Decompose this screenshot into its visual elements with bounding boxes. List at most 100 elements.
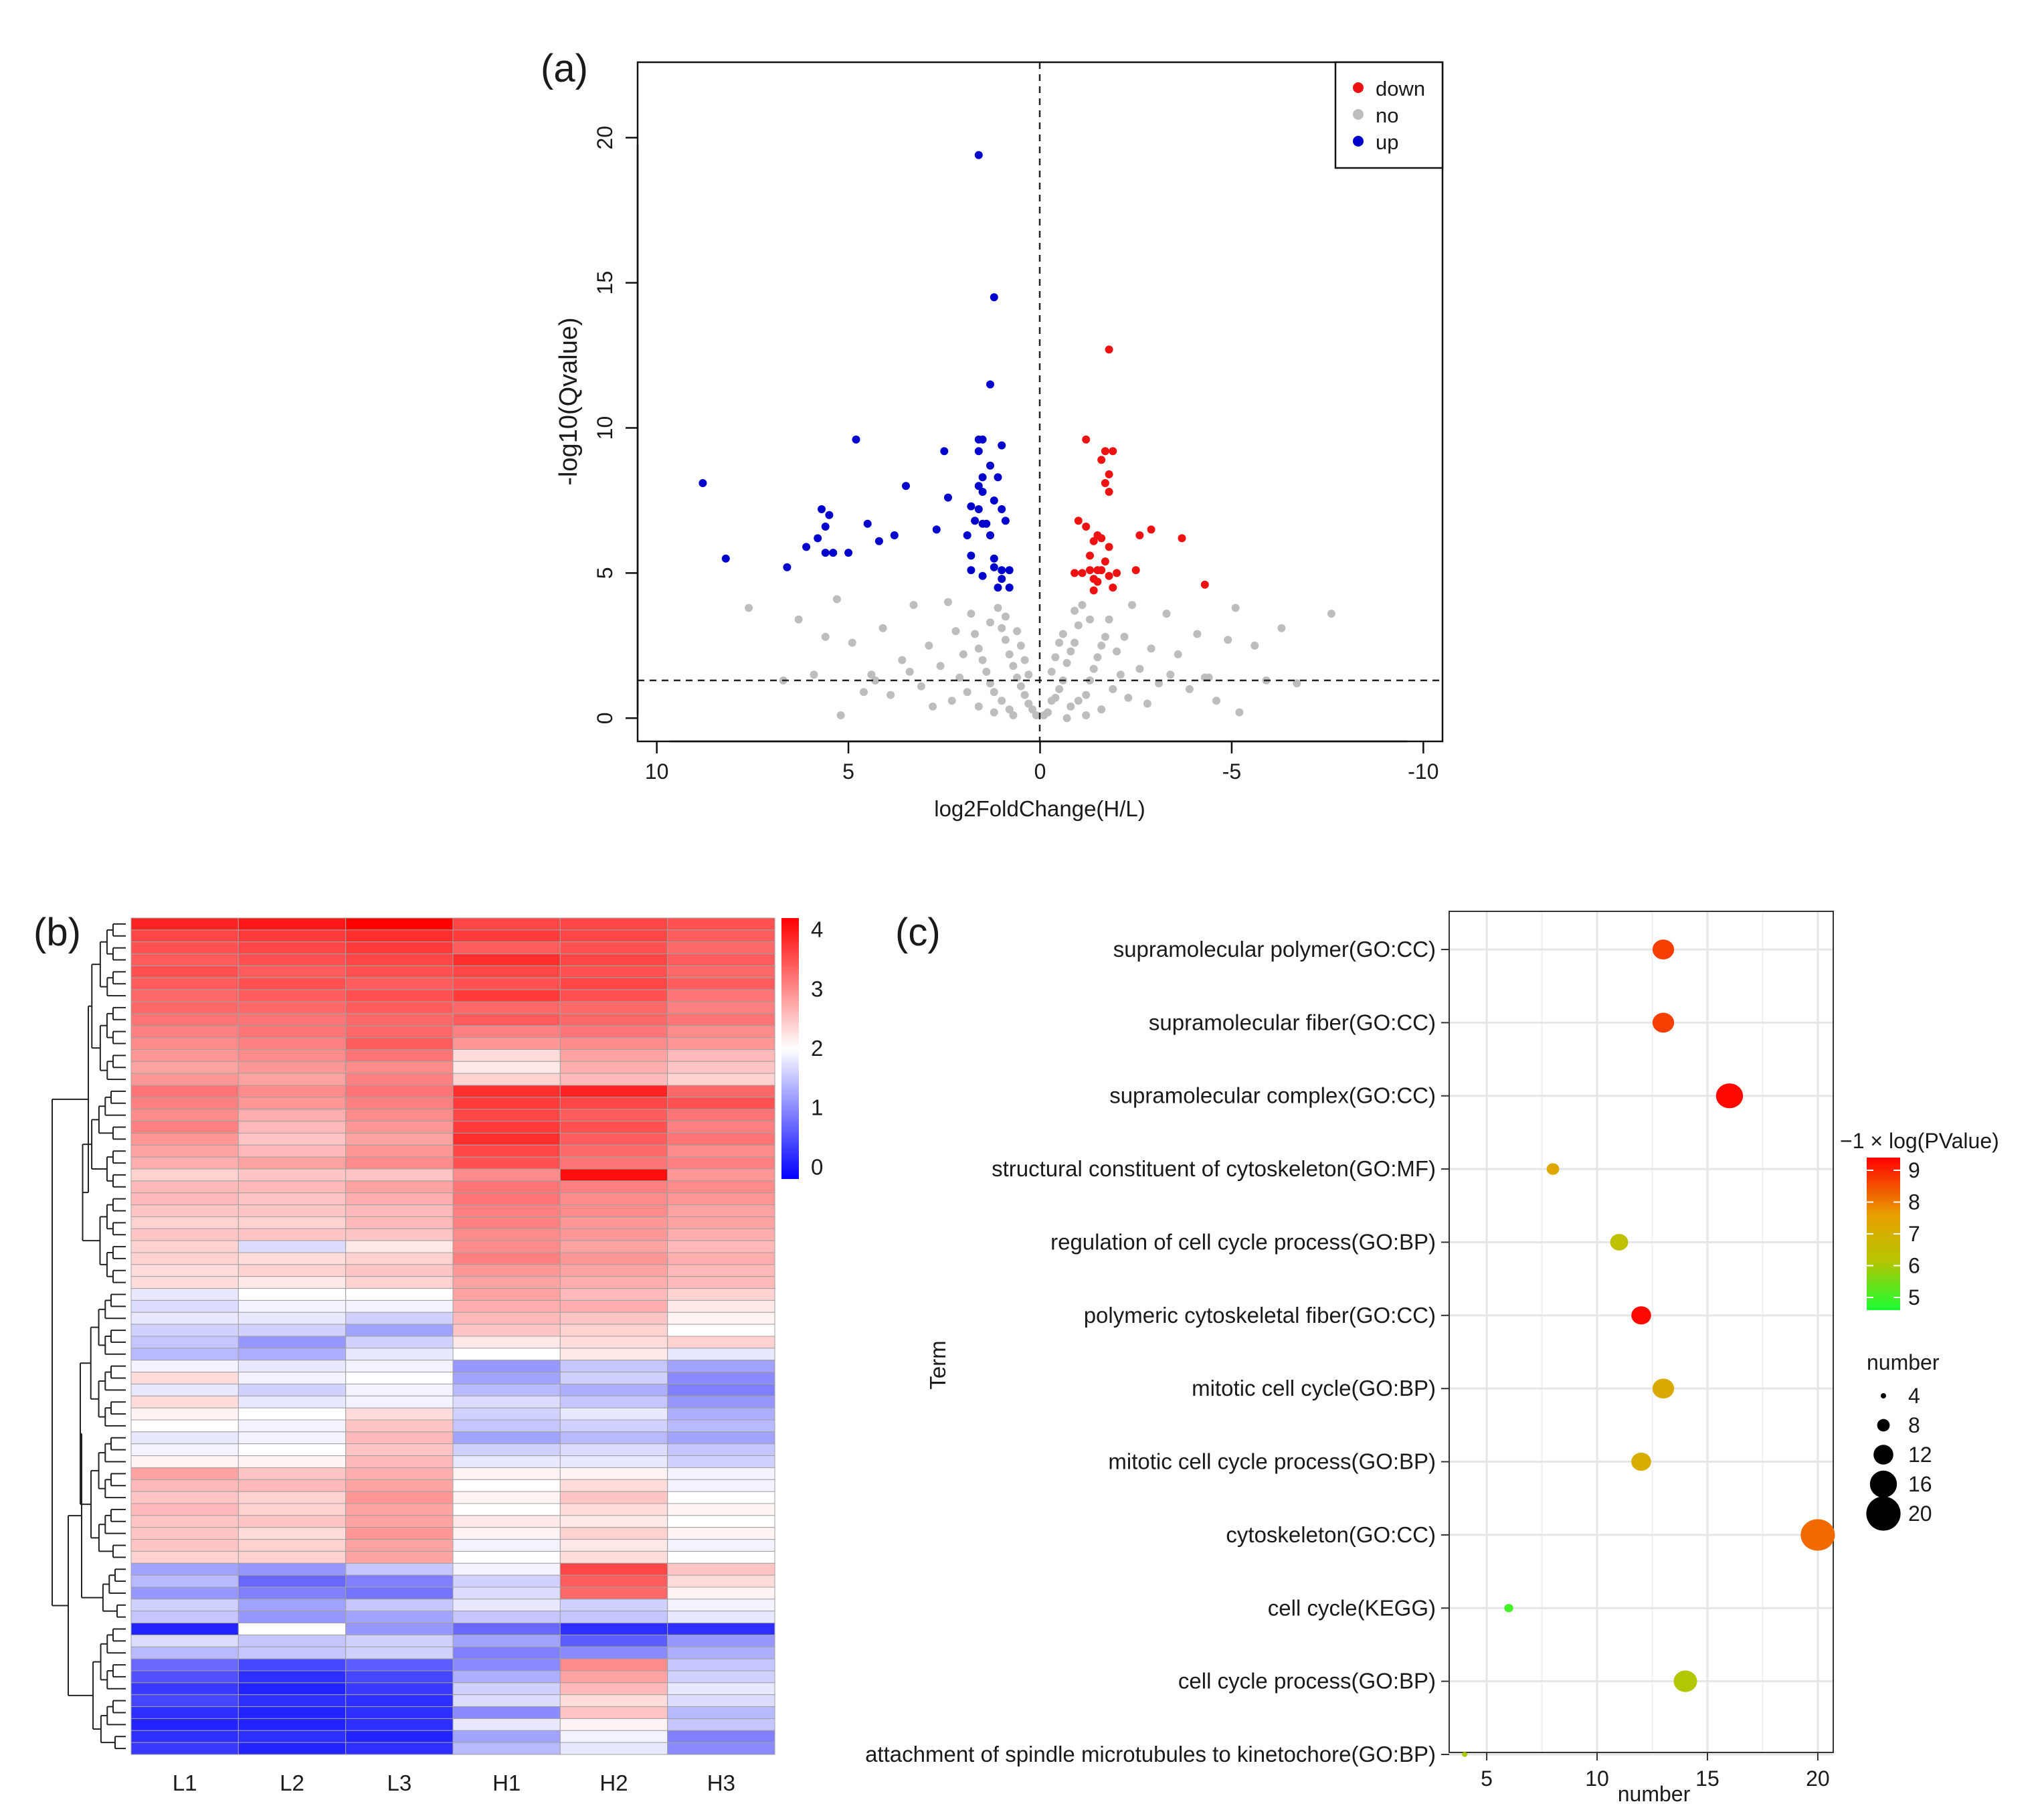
volcano-point-no <box>821 632 830 641</box>
heatmap-cell <box>559 1121 668 1133</box>
volcano-point-no <box>810 670 818 679</box>
volcano-point-down <box>1101 479 1109 487</box>
heatmap-cell <box>238 1324 347 1337</box>
volcano-point-down <box>1105 571 1113 580</box>
heatmap-cell <box>667 1742 775 1755</box>
heatmap-cell <box>345 1742 454 1755</box>
heatmap-cell <box>130 1455 239 1468</box>
heatmap-cell <box>559 1467 668 1480</box>
volcano-point-up <box>974 151 983 159</box>
heatmap-cell <box>667 1311 775 1325</box>
heatmap-cell <box>238 1204 347 1217</box>
volcano-point-no <box>1109 685 1117 693</box>
volcano-y-tick-label: 20 <box>593 126 617 150</box>
volcano-point-no <box>1051 693 1060 702</box>
heatmap-cell <box>130 1144 239 1158</box>
heatmap-cell <box>452 1491 561 1504</box>
heatmap-cell <box>667 1455 775 1468</box>
heatmap-colorbar-tick-label: 1 <box>811 1095 823 1120</box>
heatmap-cell <box>559 1611 668 1624</box>
heatmap-cell <box>130 1694 239 1708</box>
go-size-legend-title: number <box>1867 1350 1940 1374</box>
heatmap-cell <box>130 1383 239 1396</box>
heatmap-cell <box>238 1144 347 1158</box>
heatmap-cell <box>559 1718 668 1731</box>
volcano-point-no <box>1074 697 1083 705</box>
heatmap-cell <box>667 1109 775 1122</box>
heatmap-cell <box>345 1001 454 1014</box>
heatmap-cell <box>345 1694 454 1708</box>
heatmap-cell <box>238 1061 347 1074</box>
go-bubble <box>1652 939 1675 960</box>
heatmap-cell <box>452 1718 561 1731</box>
heatmap-cell <box>130 1491 239 1504</box>
volcano-point-down <box>1105 470 1113 478</box>
heatmap-cell <box>345 1455 454 1468</box>
heatmap-cell <box>345 1574 454 1588</box>
heatmap-cell <box>667 1682 775 1696</box>
heatmap-cell <box>130 1264 239 1277</box>
volcano-point-no <box>1009 711 1018 719</box>
go-size-legend-dot <box>1866 1496 1901 1531</box>
go-term-label: cytoskeleton(GO:CC) <box>1226 1522 1436 1547</box>
volcano-y-tick-label: 10 <box>593 416 617 440</box>
volcano-point-no <box>909 601 918 610</box>
volcano-point-down <box>1086 566 1094 575</box>
volcano-point-no <box>1224 636 1232 644</box>
heatmap-cell <box>452 1311 561 1325</box>
volcano-point-down <box>1074 517 1083 525</box>
go-size-legend-items: 4 8 12 16 20 <box>1866 1384 1932 1531</box>
volcano-point-up <box>802 543 811 551</box>
volcano-point-down <box>1135 531 1144 539</box>
heatmap-cell <box>238 1527 347 1540</box>
go-color-legend-tick-label: 9 <box>1908 1158 1920 1182</box>
heatmap-cell <box>238 1299 347 1313</box>
heatmap-cell <box>667 1252 775 1265</box>
heatmap-cell <box>238 1001 347 1014</box>
heatmap-cell <box>452 1013 561 1026</box>
volcano-point-down <box>1097 566 1106 575</box>
heatmap-cell <box>559 1634 668 1647</box>
heatmap-cell <box>130 1730 239 1743</box>
heatmap-cell <box>130 1586 239 1600</box>
heatmap-column-label: H3 <box>707 1771 735 1795</box>
volcano-point-no <box>967 610 975 618</box>
heatmap-cell <box>238 1049 347 1062</box>
volcano-point-up <box>821 549 830 557</box>
heatmap-cell <box>667 1192 775 1206</box>
go-bubble <box>1504 1604 1513 1613</box>
heatmap-cell <box>559 1515 668 1528</box>
volcano-point-no <box>998 697 1006 705</box>
heatmap-cell <box>238 1336 347 1349</box>
heatmap-cell <box>667 1037 775 1050</box>
volcano-point-down <box>1178 534 1186 543</box>
volcano-point-up <box>986 380 994 389</box>
heatmap-cell <box>452 1252 561 1265</box>
heatmap-cell <box>345 1025 454 1038</box>
heatmap-cell <box>559 1132 668 1146</box>
heatmap-cell <box>452 1037 561 1050</box>
heatmap-cell <box>452 977 561 990</box>
volcano-point-up <box>998 441 1006 450</box>
go-plot-frame <box>1449 911 1834 1753</box>
heatmap-cell <box>238 954 347 966</box>
heatmap-cell <box>130 1121 239 1133</box>
volcano-point-up <box>998 575 1006 583</box>
volcano-point-no <box>848 638 856 647</box>
volcano-point-up <box>967 502 975 511</box>
heatmap-cell <box>238 1037 347 1050</box>
heatmap-cell <box>667 929 775 943</box>
heatmap-cell <box>130 1742 239 1755</box>
volcano-point-no <box>860 688 868 697</box>
heatmap-cell <box>667 1467 775 1480</box>
heatmap-cell <box>452 1419 561 1433</box>
volcano-point-up <box>932 525 941 534</box>
heatmap-cell <box>345 1049 454 1062</box>
volcano-point-no <box>998 624 1006 632</box>
heatmap-cell <box>559 1144 668 1158</box>
heatmap-cell <box>130 1443 239 1457</box>
heatmap-cell <box>559 1216 668 1229</box>
volcano-y-axis-title: -log10(Qvalue) <box>555 317 583 485</box>
volcano-point-no <box>867 670 876 679</box>
heatmap-cell <box>559 1742 668 1755</box>
